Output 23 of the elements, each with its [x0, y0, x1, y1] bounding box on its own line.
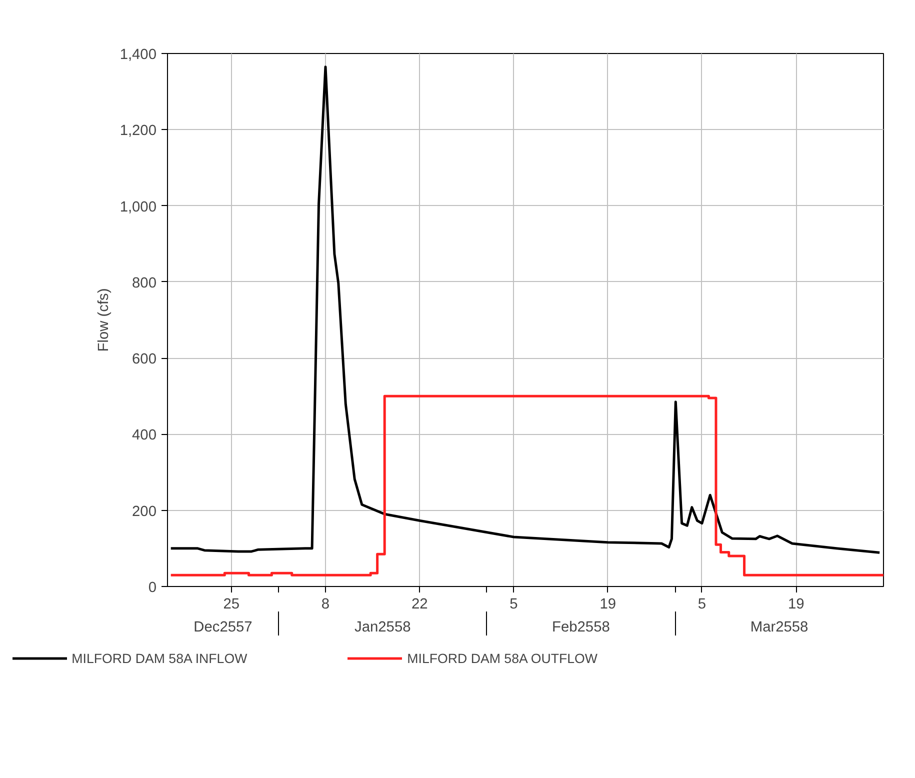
y-tick-label: 800 — [132, 275, 157, 292]
line-series — [170, 66, 881, 554]
y-tick-label: 1,000 — [120, 199, 157, 216]
y-tick-label: 200 — [132, 504, 157, 520]
text: Dec2557 — [194, 620, 252, 636]
legend-label: MILFORD DAM 58A INFLOW — [72, 650, 248, 666]
x-tick-label: 8 — [321, 596, 330, 612]
x-tick-label: 22 — [411, 596, 428, 612]
text: Jan2558 — [354, 620, 411, 636]
y-tick-label: 0 — [148, 580, 157, 596]
y-tick-label: 1,400 — [120, 47, 157, 63]
text: Feb2558 — [552, 620, 610, 636]
y-tick-label: 400 — [132, 428, 157, 444]
x-tick-label: 19 — [788, 596, 804, 612]
x-tick-label: 5 — [698, 596, 706, 612]
text: Mar2558 — [750, 620, 808, 636]
y-axis-title: Flow (cfs) — [96, 288, 112, 352]
y-tick-label: 600 — [132, 352, 157, 368]
x-tick-label: 5 — [510, 596, 518, 612]
x-tick-label: 19 — [600, 596, 616, 612]
legend-label: MILFORD DAM 58A OUTFLOW — [407, 650, 598, 666]
y-tick-label: 1,200 — [120, 123, 157, 140]
x-tick-label: 25 — [223, 596, 240, 612]
